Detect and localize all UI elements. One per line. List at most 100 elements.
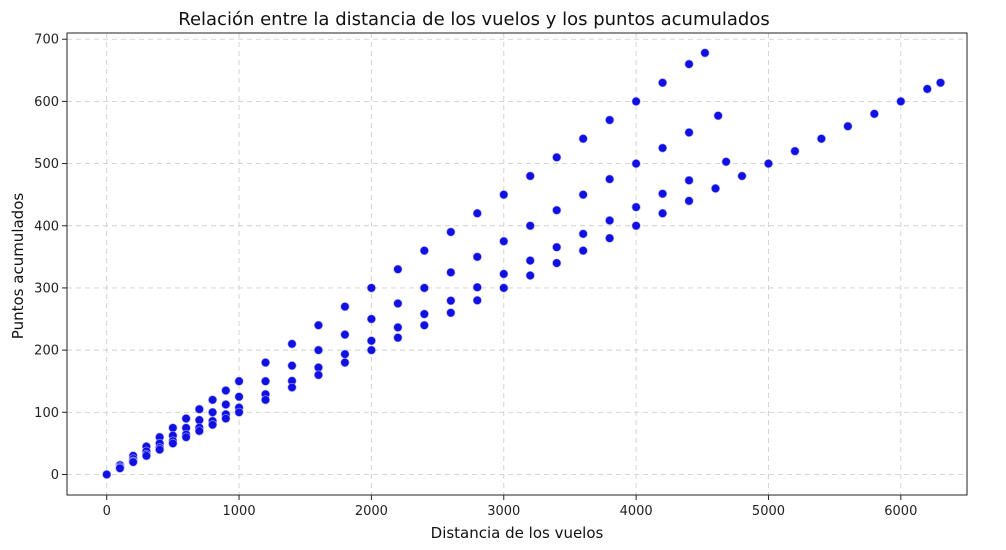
x-tick-label: 6000	[884, 504, 917, 519]
data-point	[499, 190, 509, 200]
data-point	[155, 445, 165, 455]
data-point	[869, 109, 879, 119]
x-tick-label: 0	[103, 504, 111, 519]
data-point	[181, 432, 191, 442]
y-axis-label: Puntos acumulados	[9, 193, 27, 340]
data-point	[393, 333, 403, 343]
data-point	[446, 308, 456, 318]
data-point	[181, 414, 191, 424]
data-point	[552, 258, 562, 268]
data-point	[936, 78, 946, 88]
data-point	[684, 196, 694, 206]
data-point	[313, 320, 323, 330]
data-point	[472, 295, 482, 305]
data-point	[221, 414, 231, 424]
data-point	[737, 171, 747, 181]
data-point	[221, 400, 231, 410]
data-point	[631, 202, 641, 212]
data-point	[366, 314, 376, 324]
data-point	[525, 171, 535, 181]
data-point	[168, 423, 178, 433]
data-point	[313, 370, 323, 380]
data-point	[313, 345, 323, 355]
data-point	[472, 282, 482, 292]
data-point	[287, 339, 297, 349]
data-point	[340, 302, 350, 312]
data-point	[578, 246, 588, 256]
data-point	[922, 84, 932, 94]
data-point	[419, 320, 429, 330]
data-point	[525, 256, 535, 266]
data-point	[605, 215, 615, 225]
axis-ticks: 0 1000 2000 3000 4000 5000 6000 0 100 200 300 400 50…	[34, 33, 917, 519]
data-point	[115, 463, 125, 473]
data-point	[393, 264, 403, 274]
data-point	[658, 143, 668, 153]
y-tick-label: 500	[34, 157, 59, 172]
data-point	[287, 361, 297, 371]
data-point	[631, 221, 641, 231]
x-tick-label: 1000	[223, 504, 256, 519]
data-point	[340, 358, 350, 368]
data-point	[605, 174, 615, 184]
data-point	[208, 420, 218, 430]
y-tick-label: 200	[34, 344, 59, 359]
data-point	[700, 48, 710, 58]
data-point	[102, 469, 112, 479]
data-point	[194, 415, 204, 425]
data-point	[499, 269, 509, 279]
data-point	[552, 152, 562, 162]
data-point	[790, 146, 800, 156]
data-point	[366, 345, 376, 355]
data-point	[525, 221, 535, 231]
data-point	[393, 322, 403, 332]
data-point	[684, 127, 694, 137]
data-point	[605, 233, 615, 243]
data-point	[261, 376, 271, 386]
data-point	[366, 336, 376, 346]
data-point	[287, 382, 297, 392]
data-point	[419, 283, 429, 293]
data-point	[578, 134, 588, 144]
data-point	[366, 283, 376, 293]
data-point	[208, 395, 218, 405]
data-point	[684, 175, 694, 185]
x-tick-label: 5000	[752, 504, 785, 519]
data-point	[419, 309, 429, 319]
data-point	[446, 296, 456, 306]
data-point	[261, 395, 271, 405]
y-tick-label: 700	[34, 33, 59, 48]
data-point	[552, 205, 562, 215]
data-point	[896, 96, 906, 106]
data-point	[578, 229, 588, 239]
data-point	[419, 246, 429, 256]
data-point	[658, 208, 668, 218]
data-point	[499, 236, 509, 246]
data-point	[168, 438, 178, 448]
data-point	[605, 115, 615, 125]
y-tick-label: 0	[51, 468, 59, 483]
data-point	[684, 59, 694, 69]
data-point	[208, 407, 218, 417]
y-tick-label: 100	[34, 406, 59, 421]
x-tick-label: 2000	[355, 504, 388, 519]
y-tick-label: 300	[34, 281, 59, 296]
chart-title: Relación entre la distancia de los vuelo…	[178, 9, 770, 30]
data-point	[631, 96, 641, 106]
data-point	[141, 451, 151, 461]
x-axis-label: Distancia de los vuelos	[431, 524, 604, 542]
data-point	[816, 134, 826, 144]
data-point	[313, 363, 323, 373]
data-point	[234, 392, 244, 402]
data-point	[763, 159, 773, 169]
data-point	[446, 227, 456, 237]
data-point	[721, 157, 731, 167]
data-point	[221, 386, 231, 396]
data-point	[234, 376, 244, 386]
grid	[67, 33, 967, 495]
data-point	[340, 349, 350, 359]
data-point	[578, 190, 588, 200]
data-point	[446, 267, 456, 277]
data-point	[631, 159, 641, 169]
data-point	[658, 78, 668, 88]
